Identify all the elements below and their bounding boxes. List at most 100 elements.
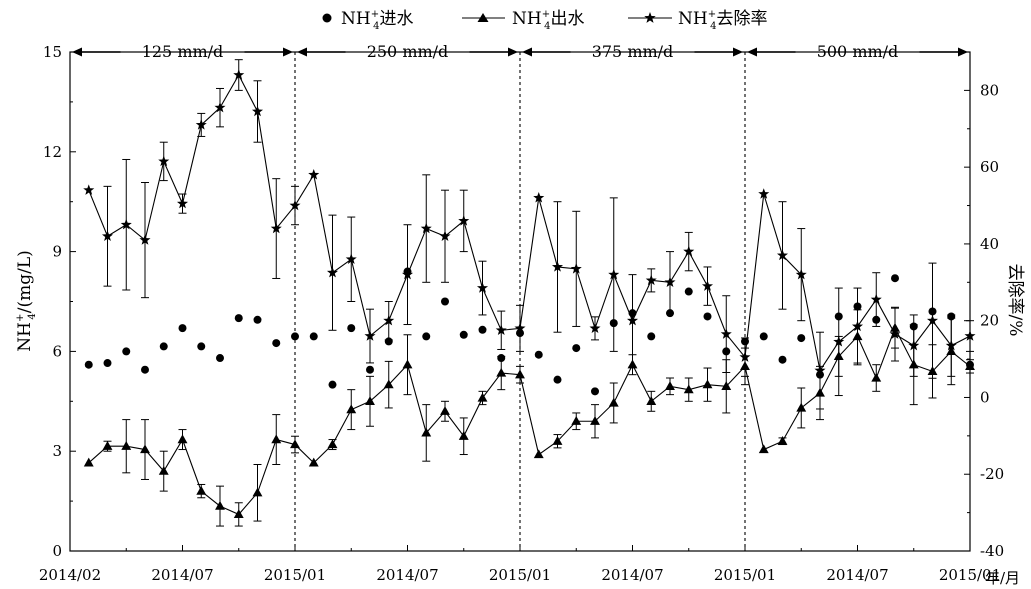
right-axis: -40 -20 0 20 40 60 80 [964, 81, 1004, 560]
y-left-tick-label: 9 [52, 243, 62, 261]
data-point-triangle [590, 416, 600, 425]
data-point-star [795, 268, 807, 280]
x-axis-suffix: 年/月 [985, 569, 1020, 587]
data-point-triangle [721, 381, 732, 390]
x-tick-label: 2014/07 [151, 566, 213, 584]
data-point-triangle [458, 431, 469, 440]
data-point-circle [778, 355, 787, 364]
data-point-triangle [608, 397, 619, 407]
legend-label-removal: NH+ 4去除率 [678, 9, 767, 32]
data-point-circle [553, 375, 562, 384]
data-point-circle [366, 365, 374, 374]
data-point-star [476, 282, 489, 293]
data-point-star [851, 320, 864, 332]
phase-arrowhead-right [958, 47, 968, 57]
data-point-circle [891, 274, 899, 283]
data-point-circle [291, 332, 299, 341]
phase-arrowhead-right [508, 47, 518, 57]
data-point-star [533, 192, 545, 203]
data-point-star [120, 218, 132, 230]
phase-label: 500 mm/d [817, 42, 899, 61]
data-point-circle [159, 342, 168, 351]
data-point-triangle [252, 487, 263, 497]
data-point-triangle [177, 434, 188, 444]
y-right-title: 去除率/% [1005, 264, 1025, 337]
data-point-circle [253, 315, 262, 324]
data-point-triangle [383, 379, 394, 389]
y-left-tick-label: 6 [52, 342, 62, 360]
phase-layer: 125 mm/d 250 mm/d 375 mm/d 500 mm/d [72, 42, 968, 551]
data-point-triangle [665, 381, 675, 390]
phase-arrowhead-left [72, 47, 82, 57]
data-point-triangle [196, 485, 207, 495]
series-star [83, 59, 976, 410]
data-point-star [308, 169, 320, 180]
data-point-triangle [158, 465, 169, 475]
data-point-star [383, 314, 395, 326]
left-axis: 0 3 6 9 12 15 [43, 43, 76, 560]
data-point-triangle [871, 372, 882, 382]
data-point-star [908, 339, 920, 351]
data-point-star [420, 222, 432, 234]
data-point-star [589, 322, 601, 334]
data-point-circle [797, 334, 806, 343]
phase-arrowhead-left [297, 47, 307, 57]
x-tick-label: 2014/07 [601, 566, 663, 584]
y-right-tick-label: -40 [980, 542, 1004, 560]
data-point-circle [216, 354, 224, 363]
data-point-star [889, 328, 901, 339]
data-point-circle [441, 297, 449, 306]
data-point-star [101, 230, 114, 241]
data-point-circle [422, 332, 431, 341]
data-point-star [176, 197, 189, 209]
data-point-circle [703, 312, 712, 321]
x-tick-label: 2014/02 [39, 566, 101, 584]
data-point-star [870, 293, 882, 305]
data-point-triangle [215, 500, 225, 510]
x-tick-label: 2014/07 [826, 566, 888, 584]
data-point-star [83, 184, 95, 195]
data-point-star [195, 119, 207, 130]
data-point-triangle [140, 444, 150, 454]
data-point-star [833, 336, 845, 347]
data-point-star [439, 230, 451, 241]
phase-arrowhead-left [522, 47, 532, 57]
y-right-tick-label: 20 [980, 312, 999, 330]
legend-item-influent: NH+ 4进水 [322, 9, 413, 32]
data-point-star [514, 322, 526, 334]
y-left-title: NH+4/(mg/L) [15, 250, 38, 351]
data-point-circle [591, 387, 599, 396]
data-point-triangle [402, 359, 413, 369]
data-point-triangle [571, 416, 582, 425]
phase-label: 125 mm/d [142, 42, 224, 61]
data-point-star [158, 155, 170, 167]
data-point-triangle [965, 361, 975, 371]
legend-marker-star [644, 12, 656, 23]
data-point-circle [197, 342, 206, 351]
data-point-triangle [290, 439, 300, 449]
data-point-star [739, 351, 751, 362]
data-point-star [495, 324, 507, 335]
data-point-star [776, 249, 789, 261]
x-tick-label: 2015/01 [714, 566, 776, 584]
y-right-tick-label: -20 [980, 465, 1004, 483]
data-point-star [458, 215, 470, 226]
legend-marker-circle [322, 13, 332, 23]
y-left-tick-label: 0 [52, 542, 62, 560]
data-point-star [139, 234, 151, 245]
series-line [88, 326, 971, 516]
data-point-triangle [496, 367, 507, 377]
x-axis: 2014/02 2014/07 2015/01 2014/07 2015/01 2014/… [39, 545, 1001, 584]
data-point-star [608, 268, 620, 280]
x-tick-label: 2015/01 [489, 566, 551, 584]
data-point-circle [572, 344, 581, 353]
data-point-triangle [683, 384, 694, 394]
data-point-star [664, 276, 676, 287]
data-point-star [345, 253, 357, 264]
data-point-star [626, 314, 639, 326]
phase-label: 375 mm/d [592, 42, 674, 61]
data-point-triangle [515, 369, 525, 379]
phase-arrowhead-right [283, 47, 293, 57]
y-right-tick-label: 60 [980, 158, 999, 176]
